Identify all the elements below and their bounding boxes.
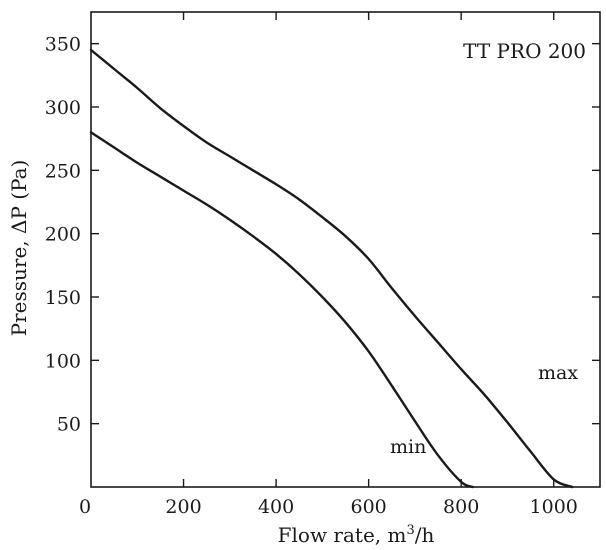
- y-tick-label: 50: [57, 414, 81, 436]
- y-tick-label: 200: [45, 224, 81, 246]
- y-tick-label: 100: [45, 350, 81, 372]
- x-axis-label-tail: /h: [415, 523, 435, 547]
- plot-frame: [91, 12, 600, 487]
- series-line-min: [91, 132, 473, 487]
- x-tick-label: 400: [258, 496, 294, 518]
- x-axis-label: Flow rate, m3/h: [278, 523, 435, 547]
- chart-title: TT PRO 200: [463, 39, 586, 63]
- x-axis-ticks: 0 200 400 600 800 1000: [79, 12, 578, 518]
- plot-frame-group: [91, 12, 600, 487]
- y-tick-label: 350: [45, 34, 81, 56]
- series-lines: [91, 50, 572, 487]
- x-tick-label: 0: [79, 496, 91, 518]
- x-tick-label: 200: [165, 496, 201, 518]
- y-axis-ticks: 50 100 150 200 250 300 350: [45, 34, 600, 436]
- y-tick-label: 250: [45, 160, 81, 182]
- y-axis-label: Pressure, ΔP (Pa): [7, 160, 31, 337]
- x-tick-label: 800: [443, 496, 479, 518]
- x-tick-label: 600: [351, 496, 387, 518]
- x-axis-label-main: Flow rate, m: [278, 523, 407, 547]
- x-tick-label: 1000: [530, 496, 578, 518]
- series-label-max: max: [538, 362, 578, 384]
- series-label-min: min: [390, 436, 426, 458]
- x-axis-label-sup: 3: [406, 523, 414, 538]
- series-line-max: [91, 50, 572, 487]
- y-tick-label: 150: [45, 287, 81, 309]
- y-tick-label: 300: [45, 97, 81, 119]
